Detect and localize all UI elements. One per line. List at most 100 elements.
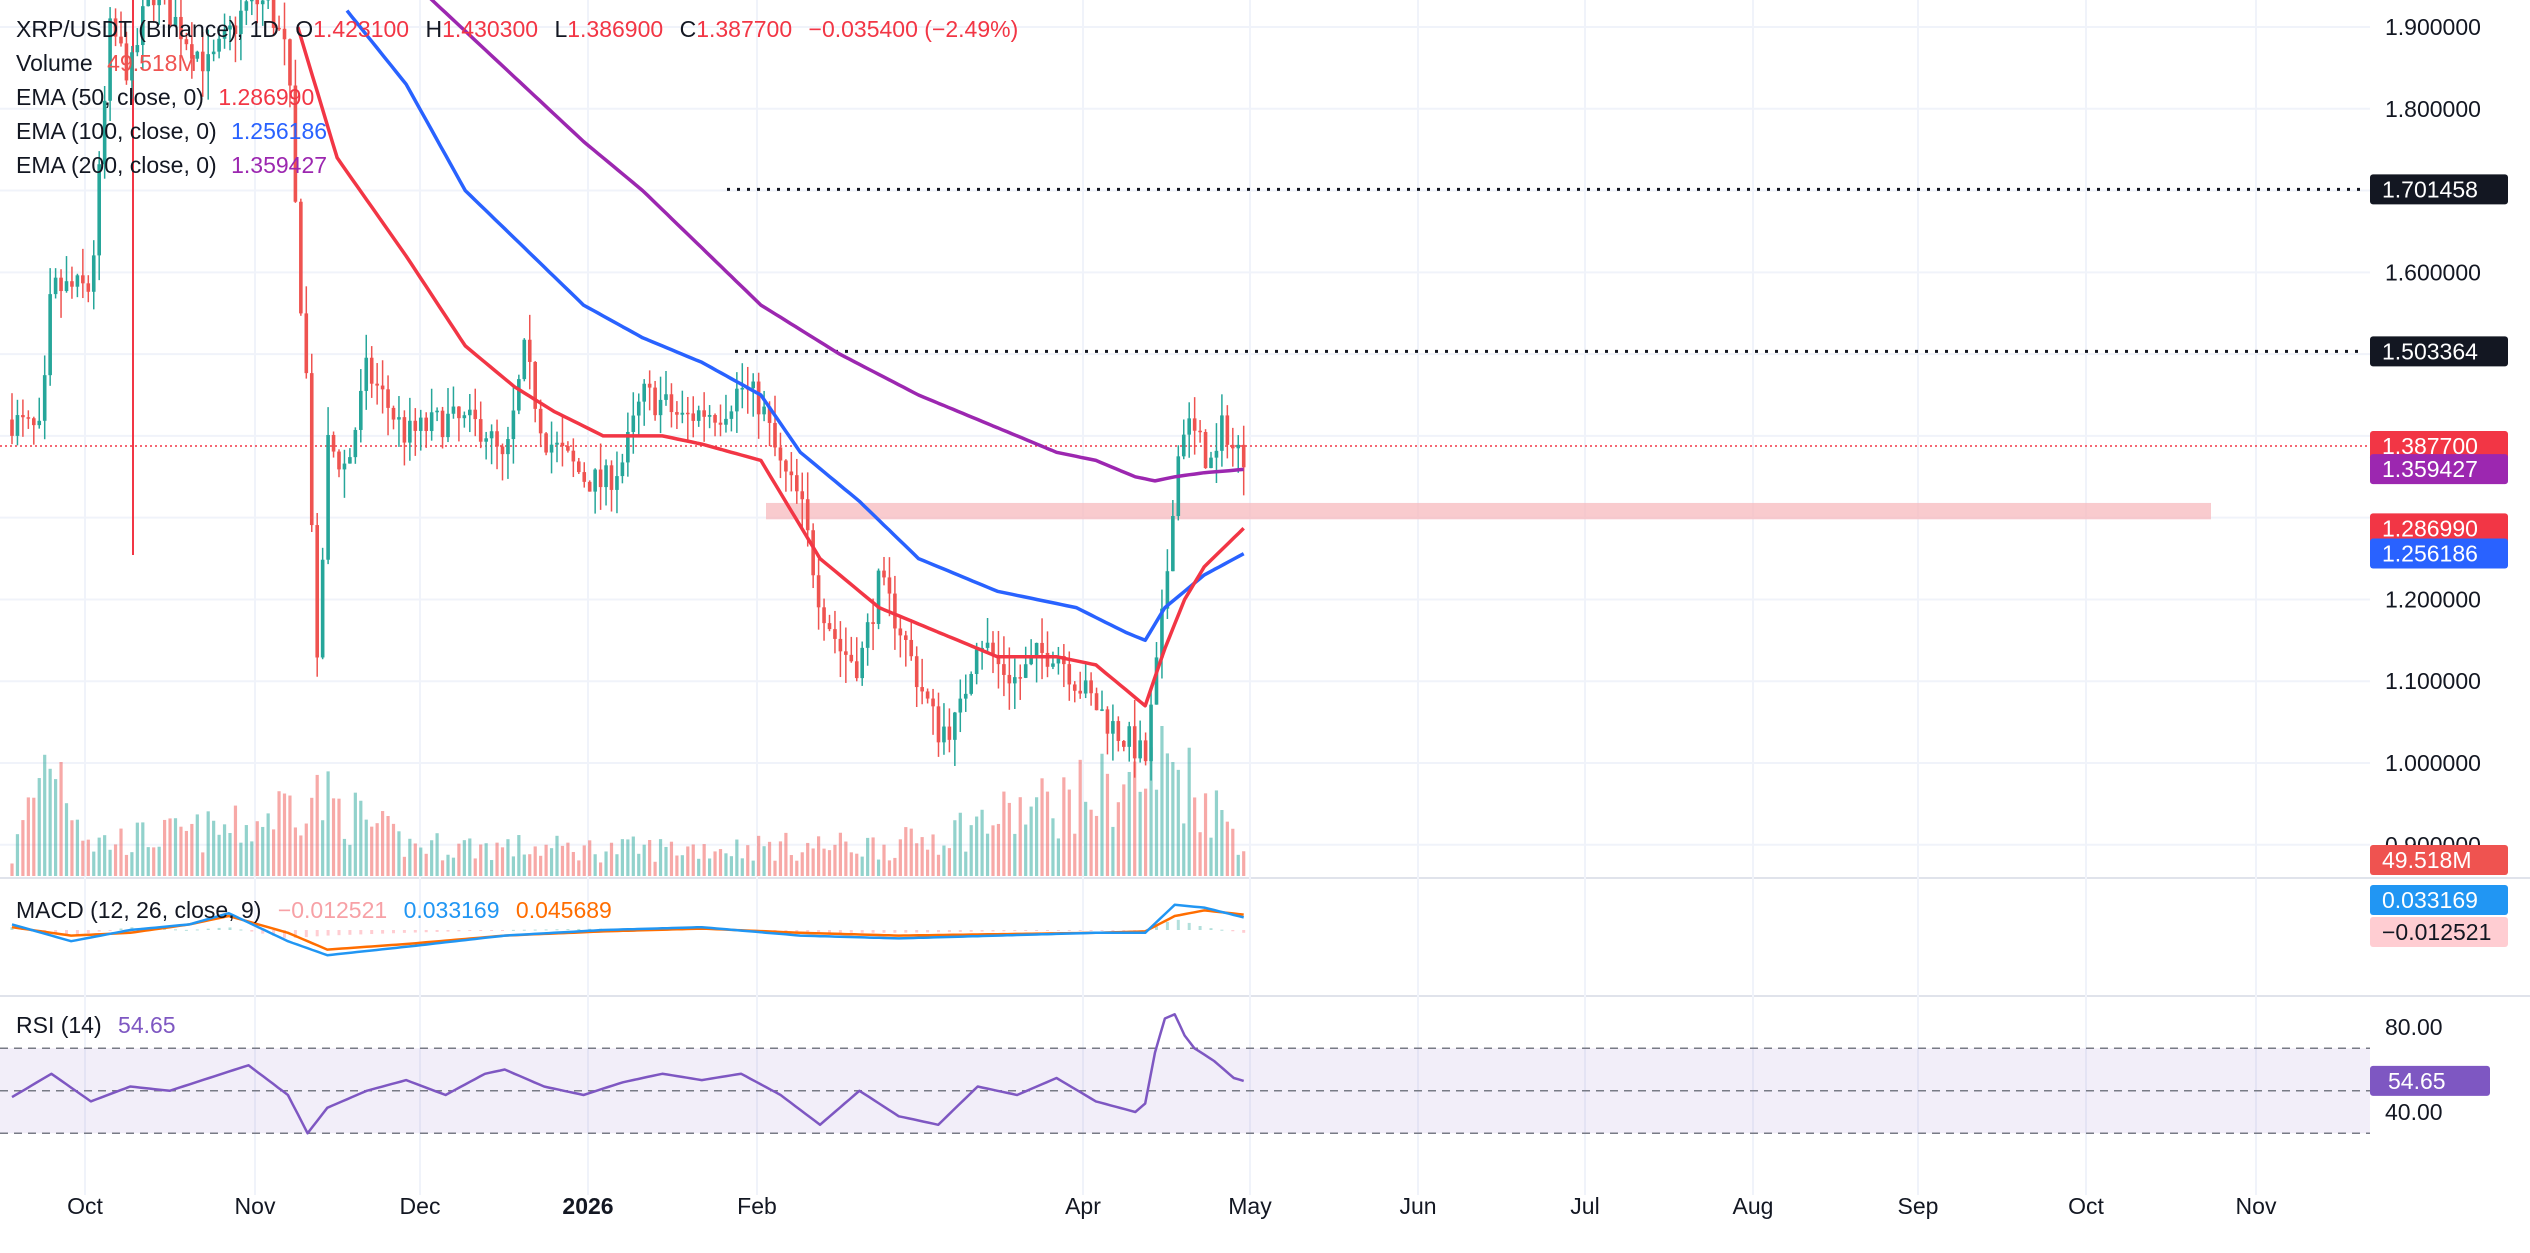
price-label[interactable] — [2370, 174, 2508, 205]
price-label[interactable] — [2370, 538, 2508, 569]
x-tick-label: Jul — [1570, 1193, 1599, 1219]
volume-bar — [1024, 824, 1028, 876]
candle — [495, 431, 499, 447]
candle — [713, 414, 717, 423]
macd-histogram-bar — [174, 929, 177, 931]
candle — [386, 389, 390, 408]
macd-hist-badge — [2370, 917, 2508, 947]
volume-bar — [217, 834, 221, 876]
candle — [500, 446, 505, 455]
macd-signal-value: 0.045689 — [515, 897, 612, 923]
volume-row[interactable]: Volume 49.518M — [16, 46, 1018, 80]
volume-bar — [1089, 809, 1093, 876]
candle — [277, 27, 281, 30]
candle — [560, 442, 565, 447]
volume-bar — [250, 841, 254, 876]
x-tick-label: Oct — [67, 1193, 103, 1219]
rsi-value-badge-text: 54.65 — [2388, 1068, 2446, 1094]
volume-bar — [490, 860, 494, 876]
candle — [947, 726, 952, 740]
volume-bar — [1203, 793, 1208, 876]
volume-bar — [751, 860, 755, 876]
candle — [15, 415, 20, 436]
candle — [598, 469, 603, 488]
macd-histogram-bar — [446, 930, 450, 932]
candle — [1138, 740, 1142, 759]
candle — [1225, 415, 1230, 445]
candle — [1160, 608, 1164, 658]
candle — [37, 420, 42, 426]
candle — [626, 431, 630, 463]
candle — [811, 530, 815, 576]
candle — [876, 570, 881, 624]
volume-bar — [1225, 821, 1229, 876]
volume-bar — [718, 849, 723, 876]
macd-legend[interactable]: MACD (12, 26, close, 9) −0.012521 0.0331… — [16, 897, 622, 924]
symbol-label[interactable]: XRP/USDT (Binance), 1D — [16, 16, 279, 42]
volume-bar — [648, 840, 652, 876]
macd-histogram-bar — [490, 930, 494, 931]
ema50-value: 1.286990 — [218, 84, 315, 110]
macd-histogram-bar — [239, 929, 243, 931]
volume-bar — [479, 844, 483, 876]
volume-bar — [1007, 802, 1011, 876]
volume-bar — [871, 837, 875, 876]
volume-bar — [789, 855, 793, 876]
volume-bar — [588, 840, 592, 876]
macd-histogram-bar — [1046, 930, 1049, 931]
volume-bar — [1171, 762, 1175, 876]
candle — [664, 394, 668, 400]
ema200-row[interactable]: EMA (200, close, 0) 1.359427 — [16, 148, 1018, 182]
candle — [484, 438, 488, 442]
macd-histogram-bar — [522, 929, 526, 931]
price-label[interactable] — [2370, 845, 2508, 875]
volume-bar — [1165, 753, 1169, 876]
ema100-row[interactable]: EMA (100, close, 0) 1.256186 — [16, 114, 1018, 148]
price-label[interactable] — [2370, 336, 2508, 367]
candle — [315, 525, 319, 658]
x-tick-label: Oct — [2068, 1193, 2104, 1219]
candle — [1132, 726, 1137, 759]
candle — [239, 10, 243, 34]
candle — [217, 38, 221, 52]
candle — [1034, 642, 1039, 656]
volume-bar — [1133, 761, 1137, 876]
macd-histogram-bar — [195, 929, 199, 931]
rsi-legend[interactable]: RSI (14) 54.65 — [16, 1012, 186, 1039]
price-label[interactable] — [2370, 513, 2508, 544]
macd-histogram-bar — [217, 927, 221, 930]
candle — [380, 385, 385, 390]
volume-bar — [64, 803, 69, 876]
ema50-row[interactable]: EMA (50, close, 0) 1.286990 — [16, 80, 1018, 114]
macd-histogram-bar — [1100, 930, 1104, 931]
macd-histogram-bar — [860, 930, 864, 933]
candle — [925, 691, 930, 699]
volume-bar — [15, 834, 20, 876]
volume-bar — [315, 774, 319, 876]
volume-bar — [173, 818, 178, 876]
x-tick-label: Feb — [737, 1193, 777, 1219]
candle — [762, 406, 766, 415]
macd-histogram-bar — [501, 930, 504, 931]
y-tick-label: 1.000000 — [2385, 750, 2481, 776]
volume-bar — [669, 841, 674, 876]
macd-histogram-bar — [206, 928, 210, 930]
candle — [151, 0, 156, 6]
x-tick-label: Aug — [1733, 1193, 1774, 1219]
volume-bar — [953, 820, 957, 876]
macd-histogram-bar — [1209, 928, 1213, 930]
macd-histogram-bar — [424, 930, 428, 933]
rsi-line — [11, 1013, 1245, 1135]
candle — [369, 357, 374, 384]
support-zone — [766, 502, 2211, 520]
price-label[interactable] — [2370, 454, 2508, 485]
candle — [489, 431, 494, 439]
ema50-line — [296, 26, 1245, 708]
candle — [1143, 740, 1148, 762]
volume-bar — [500, 847, 505, 876]
volume-bar — [1154, 789, 1159, 876]
price-label[interactable] — [2370, 430, 2508, 461]
candle — [1220, 415, 1224, 451]
candle — [963, 693, 968, 699]
